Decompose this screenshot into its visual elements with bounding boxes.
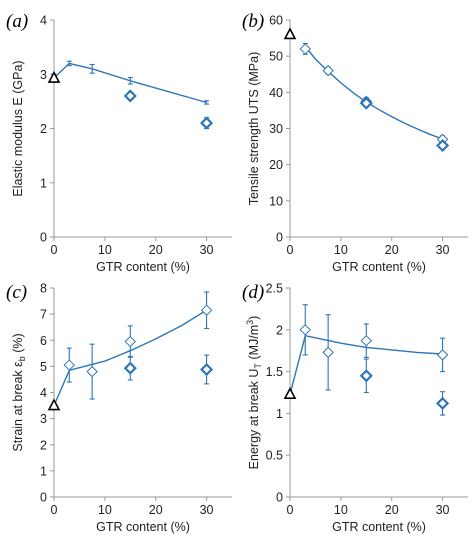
open-diamond-point: [360, 334, 372, 347]
y-tick-label: 40: [269, 86, 283, 100]
y-axis-title-sub: b: [17, 356, 27, 361]
x-tick-label: 10: [98, 503, 112, 517]
y-axis-title: Tensile strength UTS (MPa): [247, 52, 261, 206]
x-axis-title: GTR content (%): [96, 520, 190, 534]
panel-a: 0 1 2 3 4 0 10 20 30 GTR content (%) Elastic modul…: [6, 11, 232, 274]
bold-diamond-point: [359, 369, 373, 383]
x-tick-label: 30: [200, 243, 214, 257]
y-tick-label: 1: [40, 464, 47, 478]
bold-diamond-point: [436, 396, 450, 410]
y-tick-label: 1.5: [266, 365, 283, 379]
y-axis-title-tail: (MJ/m: [247, 325, 261, 363]
y-axis-title-tail: (%): [11, 333, 25, 356]
x-tick-label: 0: [51, 243, 58, 257]
panel-c: 0 1 2 3 4 5 6 7 8 0 10 20 30 GTR content (%) Strain at…: [6, 282, 232, 534]
y-tick-label: 3: [40, 412, 47, 426]
open-diamond-point: [63, 359, 75, 371]
x-tick-label: 30: [200, 503, 214, 517]
y-tick-label: 20: [269, 158, 283, 172]
x-tick-label: 30: [436, 243, 450, 257]
bold-diamond-point: [123, 361, 137, 375]
y-tick-label: 4: [40, 386, 47, 400]
x-tick-label: 20: [149, 503, 163, 517]
y-tick-label: 3: [40, 68, 47, 82]
y-tick-label: 2: [40, 438, 47, 452]
y-tick-label: 2: [40, 122, 47, 136]
y-tick-label: 1: [276, 407, 283, 421]
x-axis-title: GTR content (%): [96, 260, 190, 274]
y-tick-label: 7: [40, 308, 47, 322]
trend-line: [304, 45, 443, 140]
bold-diamond-point: [200, 116, 214, 130]
panel-label: (d): [242, 282, 264, 303]
open-diamond-point: [322, 64, 334, 77]
panel-d: 0 0.5 1 1.5 2 2.5 0 10 20 30 GTR content (%) Energy…: [242, 282, 468, 534]
y-axis-title: Strain at break εb (%): [11, 333, 27, 451]
y-tick-label: 0.5: [266, 449, 283, 463]
bold-diamond-point: [123, 89, 137, 103]
y-tick-label: 1: [40, 176, 47, 190]
x-tick-label: 20: [385, 243, 399, 257]
open-diamond-point: [200, 304, 213, 316]
y-tick-label: 0: [276, 491, 283, 505]
reference-triangle-point: [47, 398, 61, 411]
x-axis-title: GTR content (%): [332, 260, 426, 274]
x-tick-label: 0: [287, 503, 294, 517]
bold-diamond-point: [200, 362, 214, 377]
y-axis-title-sup: 3: [245, 320, 255, 325]
y-tick-label: 60: [269, 14, 283, 28]
y-tick-label: 0: [40, 491, 47, 505]
x-tick-label: 10: [334, 503, 348, 517]
open-diamond-point: [299, 43, 311, 55]
bold-diamond-point: [436, 138, 450, 153]
x-tick-label: 30: [436, 503, 450, 517]
open-diamond-point: [436, 349, 449, 361]
reference-triangle-point: [283, 27, 297, 40]
y-axis-title-main: Strain at break ε: [11, 361, 25, 452]
open-diamond-point: [322, 346, 334, 359]
panel-b: 0 10 20 30 40 50 60 0 10 20 30 GTR content (%) Tensi…: [242, 11, 468, 274]
open-diamond-point: [86, 365, 98, 378]
x-tick-label: 10: [334, 243, 348, 257]
reference-triangle-point: [283, 386, 297, 399]
y-tick-label: 4: [40, 14, 47, 28]
y-tick-label: 6: [40, 334, 47, 348]
panel-label: (b): [242, 11, 264, 32]
y-axis-title-end: ): [247, 316, 261, 320]
y-axis-title-main: Energy at break U: [247, 369, 261, 470]
panel-label: (a): [6, 11, 28, 32]
y-axis-title: Energy at break UT (MJ/m3): [245, 316, 263, 470]
y-axis-title: Elastic modulus E (GPa): [11, 60, 25, 196]
y-tick-label: 2.5: [266, 282, 283, 296]
y-tick-label: 50: [269, 50, 283, 64]
y-tick-label: 0: [276, 231, 283, 245]
x-tick-label: 20: [149, 243, 163, 257]
panel-label: (c): [6, 282, 27, 303]
y-tick-label: 0: [40, 231, 47, 245]
x-axis-title: GTR content (%): [332, 520, 426, 534]
y-tick-label: 8: [40, 282, 47, 296]
y-axis-title-sub: T: [253, 363, 263, 369]
y-tick-label: 10: [269, 194, 283, 208]
y-tick-label: 2: [276, 323, 283, 337]
y-tick-label: 5: [40, 360, 47, 374]
open-diamond-point: [124, 335, 136, 348]
x-tick-label: 10: [98, 243, 112, 257]
y-tick-label: 30: [269, 122, 283, 136]
open-diamond-point: [299, 324, 311, 336]
bold-diamond-point: [359, 96, 373, 110]
x-tick-label: 0: [51, 503, 58, 517]
x-tick-label: 0: [287, 243, 294, 257]
x-tick-label: 20: [385, 503, 399, 517]
reference-triangle-point: [47, 70, 61, 83]
